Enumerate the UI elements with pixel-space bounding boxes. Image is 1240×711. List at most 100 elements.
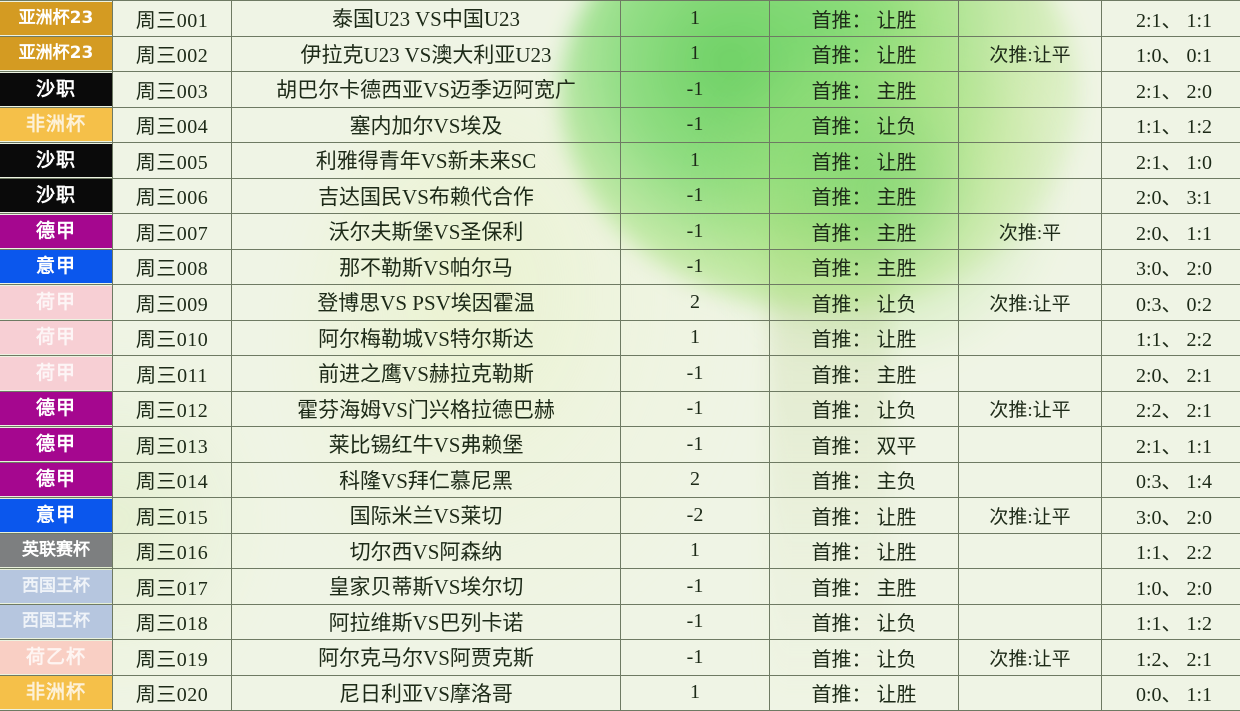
primary-pick-cell: 首推： 让负: [770, 640, 959, 676]
league-badge-cell[interactable]: 亚洲杯23: [0, 36, 113, 72]
league-badge-cell[interactable]: 沙职: [0, 72, 113, 108]
match-teams-cell: 霍芬海姆VS门兴格拉德巴赫: [232, 391, 621, 427]
secondary-pick-cell: [959, 604, 1102, 640]
secondary-pick-cell: 次推:让平: [959, 285, 1102, 321]
league-badge-cell[interactable]: 德甲: [0, 214, 113, 250]
match-teams-cell: 吉达国民VS布赖代合作: [232, 178, 621, 214]
match-teams-cell: 利雅得青年VS新未来SC: [232, 143, 621, 179]
handicap-cell: 2: [621, 285, 770, 321]
handicap-cell: -1: [621, 72, 770, 108]
match-number-cell: 周三015: [113, 498, 232, 534]
handicap-cell: 1: [621, 36, 770, 72]
match-number-cell: 周三001: [113, 1, 232, 37]
predicted-score-cell: 0:3、 1:4: [1102, 462, 1240, 498]
match-number-cell: 周三005: [113, 143, 232, 179]
match-teams-cell: 莱比锡红牛VS弗赖堡: [232, 427, 621, 463]
league-badge-cell[interactable]: 意甲: [0, 249, 113, 285]
handicap-cell: 1: [621, 143, 770, 179]
match-number-cell: 周三019: [113, 640, 232, 676]
handicap-cell: -1: [621, 249, 770, 285]
secondary-pick-cell: [959, 356, 1102, 392]
league-badge-cell[interactable]: 沙职: [0, 143, 113, 179]
match-teams-cell: 胡巴尔卡德西亚VS迈季迈阿宽广: [232, 72, 621, 108]
match-teams-cell: 阿尔克马尔VS阿贾克斯: [232, 640, 621, 676]
league-badge: 英联赛杯: [0, 534, 112, 567]
secondary-pick-cell: 次推:让平: [959, 640, 1102, 676]
match-teams-cell: 登博思VS PSV埃因霍温: [232, 285, 621, 321]
predicted-score-cell: 1:1、 2:2: [1102, 320, 1240, 356]
handicap-cell: 1: [621, 1, 770, 37]
primary-pick-cell: 首推： 主胜: [770, 356, 959, 392]
predicted-score-cell: 2:0、 1:1: [1102, 214, 1240, 250]
league-badge: 非洲杯: [0, 676, 112, 709]
match-number-cell: 周三018: [113, 604, 232, 640]
match-number-cell: 周三002: [113, 36, 232, 72]
secondary-pick-cell: 次推:平: [959, 214, 1102, 250]
secondary-pick-cell: [959, 143, 1102, 179]
league-badge: 荷甲: [0, 286, 112, 319]
predicted-score-cell: 2:2、 2:1: [1102, 391, 1240, 427]
league-badge-cell[interactable]: 德甲: [0, 391, 113, 427]
league-badge-cell[interactable]: 西国王杯: [0, 569, 113, 605]
match-teams-cell: 伊拉克U23 VS澳大利亚U23: [232, 36, 621, 72]
match-teams-cell: 切尔西VS阿森纳: [232, 533, 621, 569]
league-badge-cell[interactable]: 非洲杯: [0, 107, 113, 143]
match-teams-cell: 国际米兰VS莱切: [232, 498, 621, 534]
league-badge-cell[interactable]: 意甲: [0, 498, 113, 534]
match-number-cell: 周三014: [113, 462, 232, 498]
match-number-cell: 周三003: [113, 72, 232, 108]
league-badge-cell[interactable]: 德甲: [0, 462, 113, 498]
predicted-score-cell: 3:0、 2:0: [1102, 249, 1240, 285]
league-badge-cell[interactable]: 亚洲杯23: [0, 1, 113, 37]
league-badge: 荷甲: [0, 357, 112, 390]
match-number-cell: 周三016: [113, 533, 232, 569]
match-number-cell: 周三008: [113, 249, 232, 285]
league-badge-cell[interactable]: 德甲: [0, 427, 113, 463]
predicted-score-cell: 1:2、 2:1: [1102, 640, 1240, 676]
match-teams-cell: 前进之鹰VS赫拉克勒斯: [232, 356, 621, 392]
secondary-pick-cell: 次推:让平: [959, 391, 1102, 427]
predicted-score-cell: 2:1、 1:0: [1102, 143, 1240, 179]
match-teams-cell: 阿尔梅勒城VS特尔斯达: [232, 320, 621, 356]
league-badge-cell[interactable]: 荷乙杯: [0, 640, 113, 676]
match-number-cell: 周三007: [113, 214, 232, 250]
league-badge-cell[interactable]: 荷甲: [0, 285, 113, 321]
predicted-score-cell: 2:1、 1:1: [1102, 427, 1240, 463]
league-badge: 荷乙杯: [0, 641, 112, 674]
handicap-cell: -1: [621, 178, 770, 214]
league-badge-cell[interactable]: 荷甲: [0, 356, 113, 392]
match-teams-cell: 沃尔夫斯堡VS圣保利: [232, 214, 621, 250]
league-badge-cell[interactable]: 非洲杯: [0, 675, 113, 711]
league-badge-cell[interactable]: 英联赛杯: [0, 533, 113, 569]
primary-pick-cell: 首推： 主胜: [770, 178, 959, 214]
secondary-pick-cell: [959, 533, 1102, 569]
league-badge-cell[interactable]: 荷甲: [0, 320, 113, 356]
handicap-cell: -1: [621, 604, 770, 640]
league-badge: 德甲: [0, 463, 112, 496]
league-badge-cell[interactable]: 沙职: [0, 178, 113, 214]
primary-pick-cell: 首推： 主胜: [770, 72, 959, 108]
match-number-cell: 周三004: [113, 107, 232, 143]
primary-pick-cell: 首推： 让负: [770, 604, 959, 640]
league-badge-cell[interactable]: 西国王杯: [0, 604, 113, 640]
